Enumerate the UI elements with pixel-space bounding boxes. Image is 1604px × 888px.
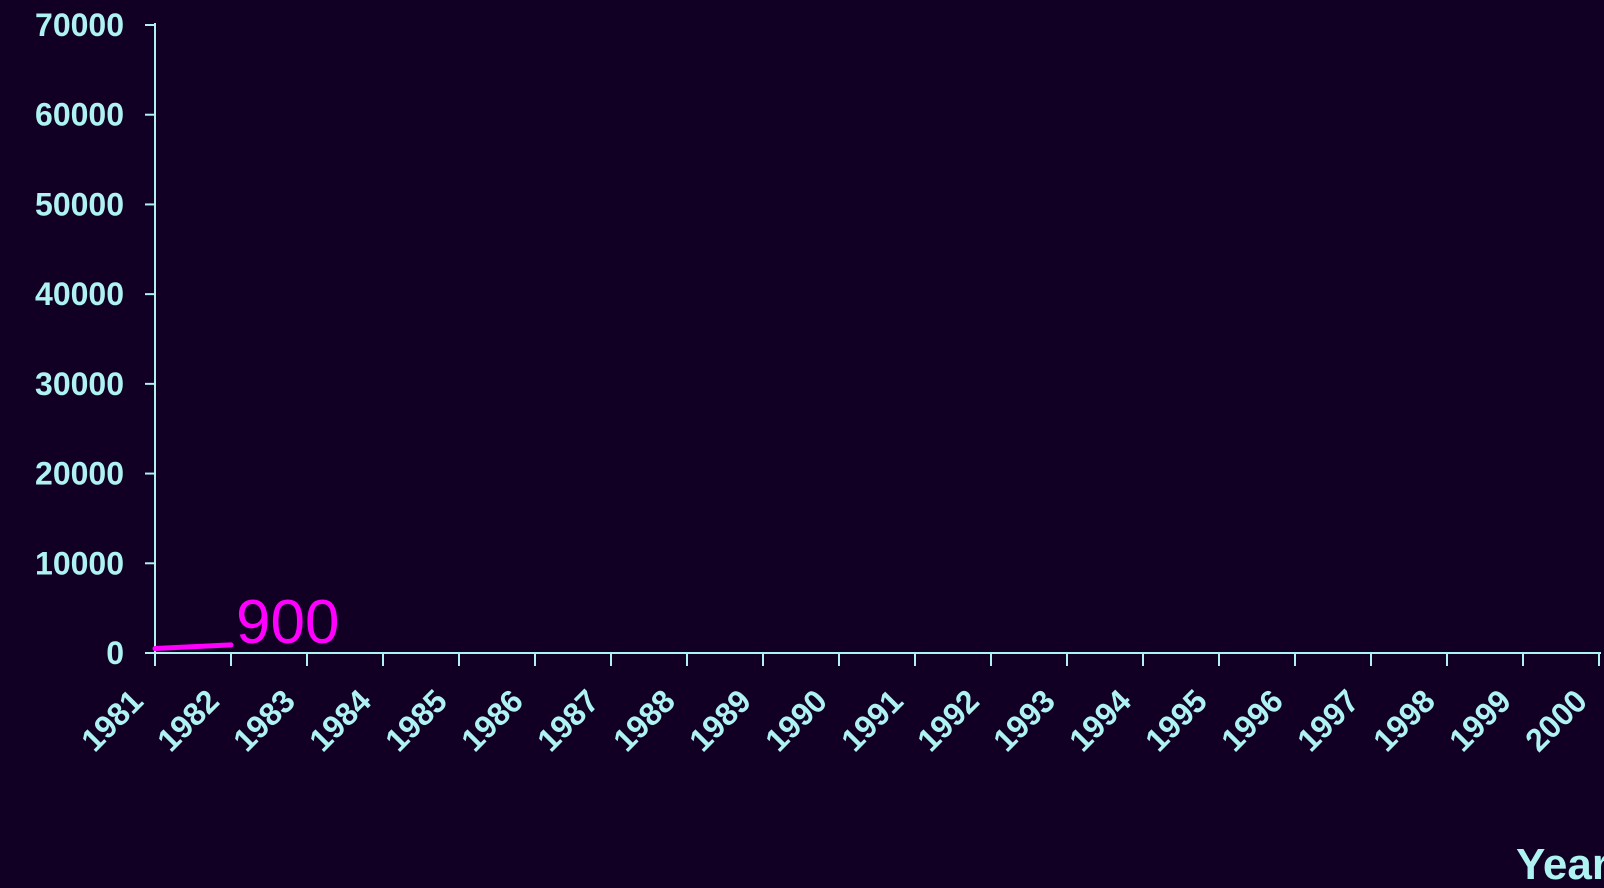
- y-axis: 0 10000 20000 30000 40000 50000 60000 70000: [35, 7, 156, 671]
- y-tick-label: 60000: [35, 97, 124, 133]
- y-tick-label: 30000: [35, 366, 124, 402]
- x-tick-label: 1993: [986, 682, 1062, 758]
- y-tick-label: 10000: [35, 545, 124, 581]
- x-tick-label: 1984: [302, 682, 378, 758]
- x-tick-label: 1995: [1138, 682, 1214, 758]
- data-label: 900: [236, 588, 339, 657]
- x-tick-label: 2000: [1518, 682, 1594, 758]
- data-labels: 900: [236, 588, 339, 657]
- x-axis-title: Year: [1516, 840, 1604, 888]
- x-tick-label: 1982: [150, 682, 226, 758]
- x-tick-label: 1992: [910, 682, 986, 758]
- y-tick-label: 40000: [35, 276, 124, 312]
- y-tick-label: 50000: [35, 186, 124, 222]
- y-tick-label: 20000: [35, 456, 124, 492]
- x-tick-label: 1990: [758, 682, 834, 758]
- x-axis: 1981 1982 1983 1984 1985 1986 1987 1988 1989 1990…: [74, 652, 1601, 758]
- x-tick-label: 1999: [1442, 682, 1518, 758]
- x-tick-label: 1987: [530, 682, 606, 758]
- x-tick-label: 1991: [834, 682, 910, 758]
- x-tick-label: 1988: [606, 682, 682, 758]
- y-tick-label: 0: [106, 635, 124, 671]
- series-lines: [152, 642, 234, 652]
- x-tick-label: 1996: [1214, 682, 1290, 758]
- series-line: [152, 642, 234, 652]
- x-tick-label: 1983: [226, 682, 302, 758]
- x-tick-label: 1994: [1062, 682, 1138, 758]
- x-tick-label: 1989: [682, 682, 758, 758]
- y-tick-label: 70000: [35, 7, 124, 43]
- x-tick-label: 1997: [1290, 682, 1366, 758]
- x-tick-label: 1981: [74, 682, 150, 758]
- x-tick-label: 1998: [1366, 682, 1442, 758]
- x-tick-label: 1986: [454, 682, 530, 758]
- x-tick-label: 1985: [378, 682, 454, 758]
